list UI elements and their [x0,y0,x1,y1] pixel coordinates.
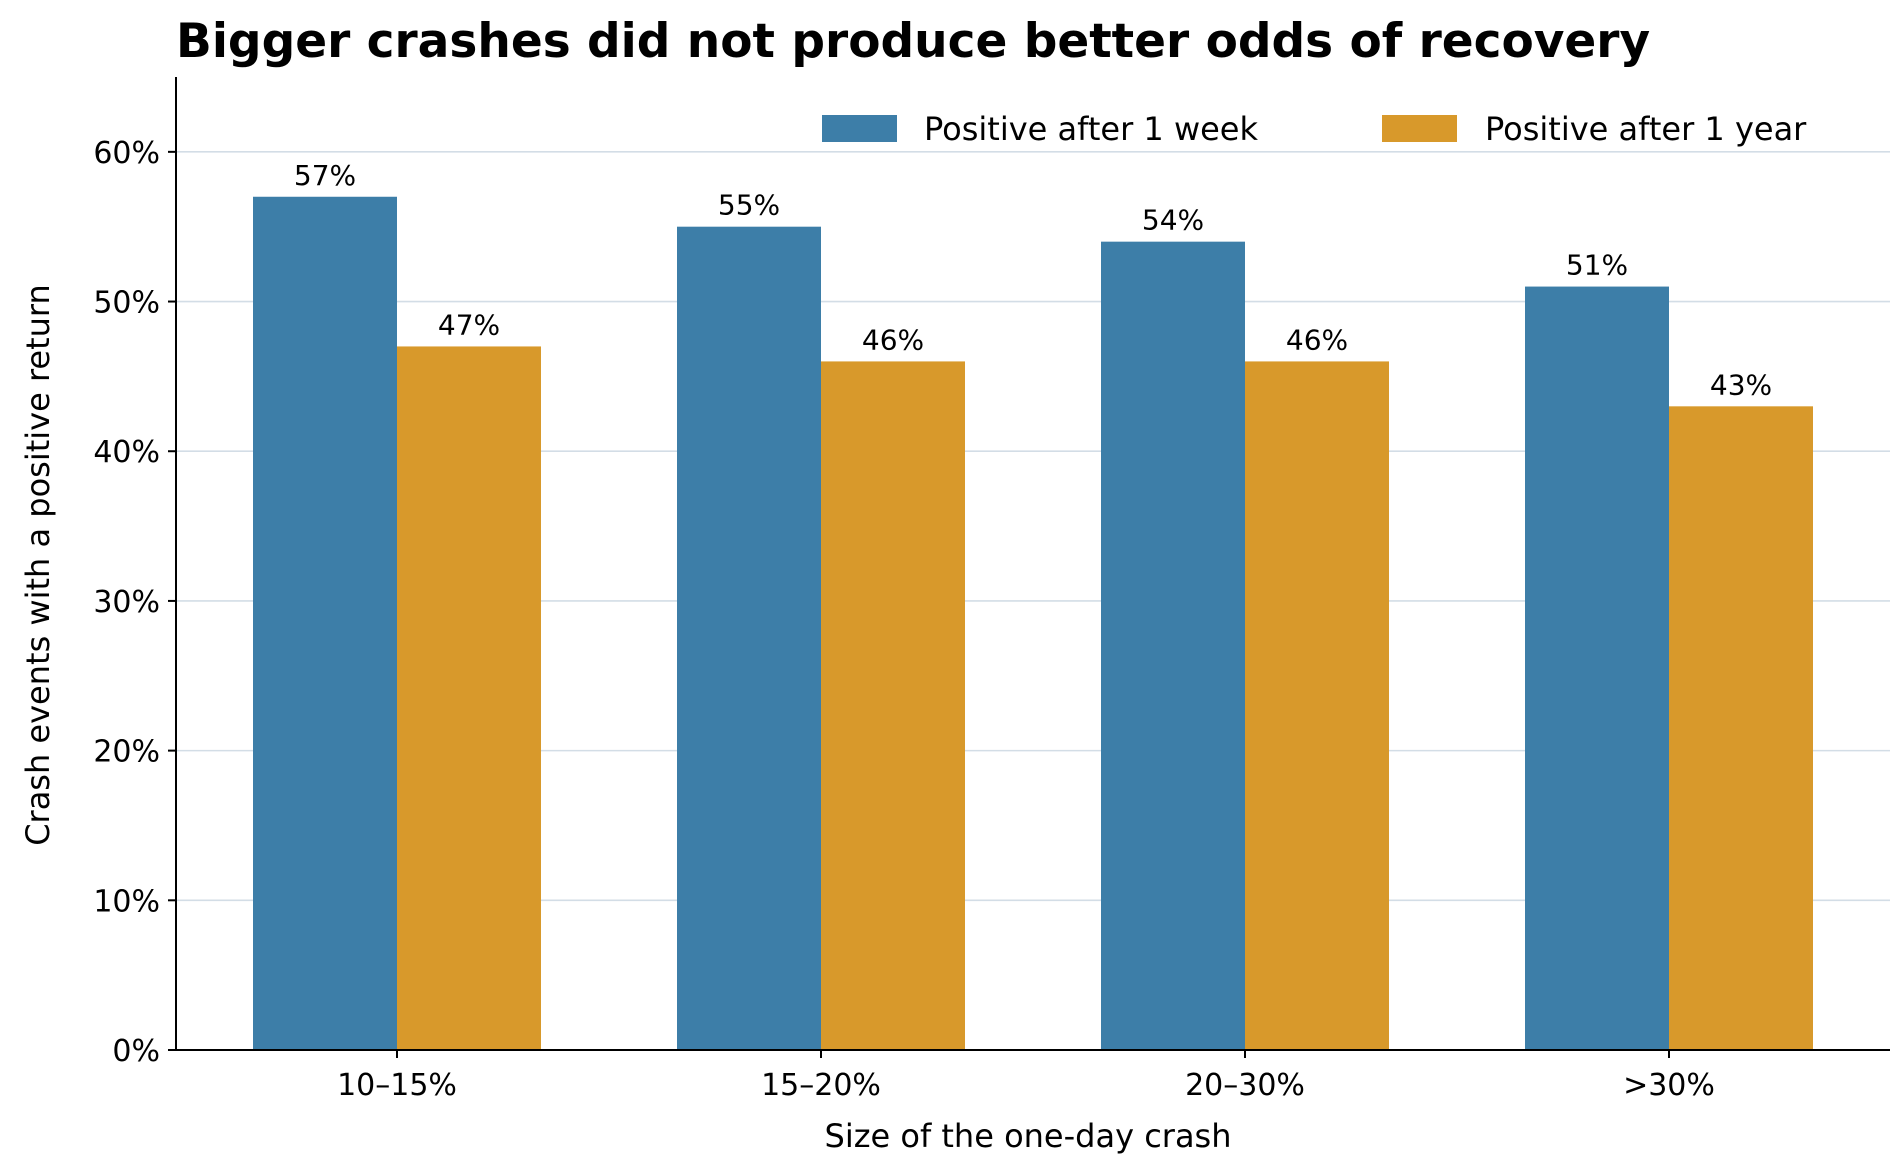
bar-week-2 [1101,241,1245,1050]
x-axis-label: Size of the one-day crash [825,1117,1232,1155]
x-axis-ticks: 10–15% 15–20% 20–30% >30% [337,1050,1715,1103]
legend-swatch-year [1382,115,1457,142]
bar-value-label: 46% [862,323,924,356]
y-axis-label: Crash events with a positive return [19,284,57,846]
y-tick-label: 10% [93,884,160,919]
legend-label-week: Positive after 1 week [924,110,1258,148]
bar-value-labels: 57% 47% 55% 46% 54% 46% 51% 43% [294,159,1772,402]
bar-value-label: 51% [1566,249,1628,282]
bar-value-label: 55% [718,189,780,222]
bar-value-label: 54% [1142,204,1204,237]
bars [253,196,1813,1051]
chart-title: Bigger crashes did not produce better od… [176,14,1650,69]
bar-week-3 [1525,286,1669,1051]
bar-year-2 [1245,361,1389,1050]
y-tick-label: 40% [93,435,160,470]
bar-year-3 [1669,406,1813,1050]
y-tick-label: 60% [93,136,160,171]
bar-value-label: 43% [1710,368,1772,401]
legend: Positive after 1 week Positive after 1 y… [822,110,1807,148]
y-tick-label: 50% [93,286,160,321]
bar-week-0 [253,196,397,1050]
x-tick-label: 20–30% [1185,1068,1305,1103]
y-axis-ticks: 0% 10% 20% 30% 40% 50% 60% [93,136,176,1069]
y-tick-label: 20% [93,735,160,770]
x-tick-label: 10–15% [337,1068,457,1103]
bar-year-0 [397,346,541,1050]
bar-week-1 [677,226,821,1050]
legend-label-year: Positive after 1 year [1485,110,1807,148]
bar-value-label: 57% [294,159,356,192]
y-tick-label: 30% [93,585,160,620]
bar-value-label: 47% [438,308,500,341]
y-tick-label: 0% [112,1034,160,1069]
x-tick-label: >30% [1623,1068,1715,1103]
legend-swatch-week [822,115,897,142]
bar-value-label: 46% [1286,323,1348,356]
axes [175,77,1890,1051]
bar-year-1 [821,361,965,1050]
x-tick-label: 15–20% [761,1068,881,1103]
